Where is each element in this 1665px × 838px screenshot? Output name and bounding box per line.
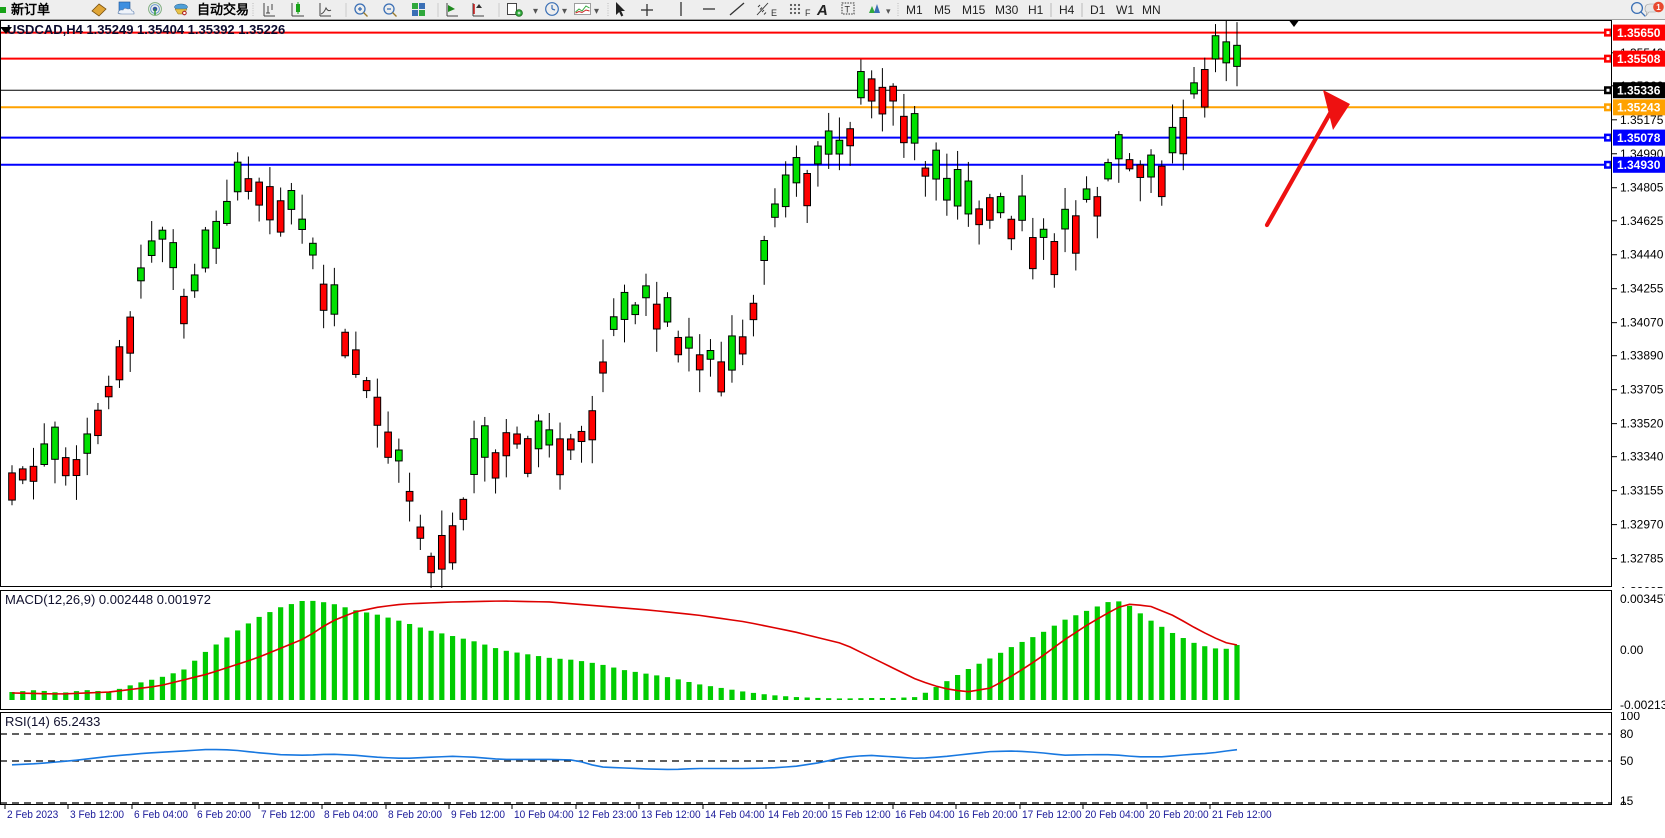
svg-text:F: F [805,8,811,18]
svg-text:▾: ▾ [594,6,599,17]
svg-text:M30: M30 [995,3,1019,17]
svg-text:T: T [845,5,851,15]
svg-text:H4: H4 [1059,3,1075,17]
svg-text:H1: H1 [1028,3,1044,17]
svg-text:M15: M15 [962,3,986,17]
svg-text:D1: D1 [1090,3,1106,17]
svg-text:▾: ▾ [533,6,538,17]
svg-text:▾: ▾ [886,6,891,16]
svg-text:1: 1 [1656,3,1661,12]
svg-text:新订单: 新订单 [11,2,50,17]
svg-text:A: A [816,2,828,19]
svg-text:M1: M1 [906,3,923,17]
svg-text:M5: M5 [934,3,951,17]
svg-text:W1: W1 [1116,3,1134,17]
svg-text:自动交易: 自动交易 [197,2,249,17]
svg-text:▾: ▾ [562,6,567,17]
svg-text:MN: MN [1142,3,1161,17]
svg-text:E: E [771,8,777,18]
